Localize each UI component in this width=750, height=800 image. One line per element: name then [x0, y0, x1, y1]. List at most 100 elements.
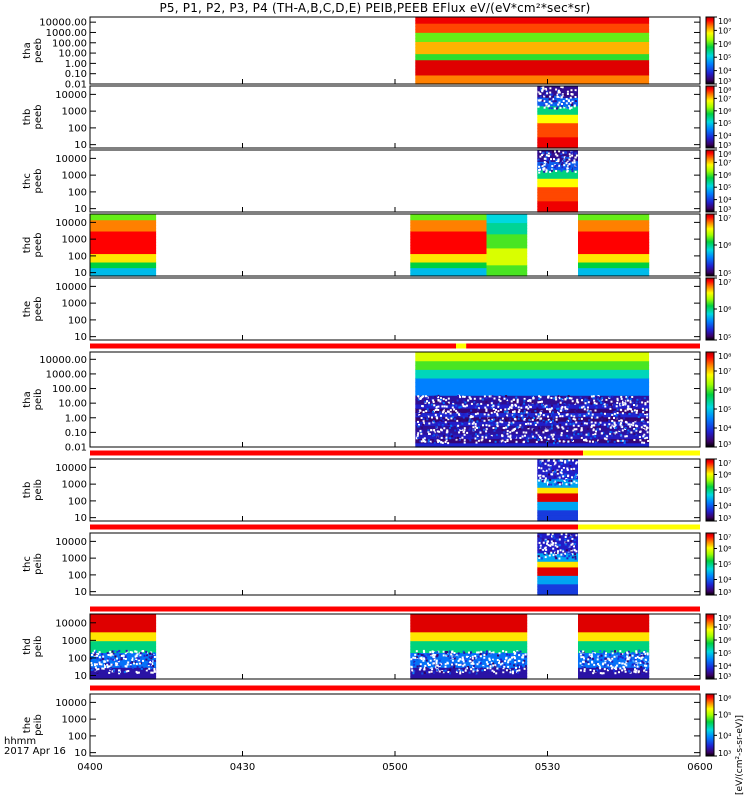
flux-speckle — [614, 672, 617, 675]
flux-speckle — [521, 416, 524, 419]
flux-speckle — [554, 103, 557, 106]
flux-speckle — [454, 400, 457, 403]
flux-speckle — [425, 659, 428, 662]
flux-band — [415, 382, 650, 388]
flux-speckle — [621, 652, 624, 655]
flux-speckle — [574, 557, 577, 560]
flux-speckle — [599, 650, 602, 652]
flux-speckle — [434, 413, 437, 416]
flux-speckle — [575, 164, 578, 167]
flux-speckle — [419, 657, 422, 660]
flux-speckle — [457, 427, 460, 430]
flux-speckle — [557, 395, 560, 398]
flux-speckle — [536, 407, 539, 410]
flux-speckle — [512, 410, 514, 413]
flux-speckle — [564, 156, 567, 159]
flux-band — [537, 484, 578, 488]
flux-speckle — [418, 423, 420, 426]
flux-speckle — [114, 655, 117, 658]
flux-speckle — [427, 439, 430, 442]
flux-speckle — [118, 670, 121, 673]
flux-speckle — [547, 539, 550, 542]
flux-speckle — [434, 420, 437, 423]
flux-speckle — [549, 87, 552, 90]
flux-speckle — [545, 405, 548, 408]
flux-speckle — [496, 659, 499, 661]
flux-speckle — [568, 479, 571, 482]
flux-speckle — [614, 424, 617, 427]
flux-speckle — [531, 401, 534, 403]
flux-speckle — [456, 425, 458, 428]
flux-speckle — [477, 433, 480, 436]
flux-band — [486, 261, 528, 266]
flux-speckle — [573, 159, 576, 162]
flux-speckle — [547, 396, 550, 399]
flux-speckle — [504, 419, 507, 422]
flux-speckle — [630, 665, 633, 668]
flux-speckle — [540, 87, 543, 90]
flux-speckle — [476, 412, 479, 415]
flux-speckle — [484, 658, 487, 661]
flux-speckle — [436, 666, 439, 669]
flux-speckle — [601, 672, 604, 675]
colorbar-tick-label: 10⁴ — [718, 662, 731, 671]
flux-speckle — [133, 662, 135, 665]
flux-speckle — [593, 403, 596, 406]
flux-speckle — [592, 440, 594, 443]
flux-band — [90, 270, 157, 274]
flux-speckle — [616, 399, 619, 402]
flux-band — [415, 438, 650, 444]
flux-speckle — [566, 396, 569, 399]
flux-speckle — [153, 659, 156, 662]
flux-speckle — [460, 427, 463, 430]
flux-speckle — [430, 656, 433, 659]
flux-speckle — [463, 651, 466, 654]
flux-speckle — [447, 442, 450, 445]
flux-speckle — [477, 426, 480, 429]
flux-speckle — [595, 670, 597, 673]
flux-speckle — [620, 397, 623, 400]
flux-speckle — [472, 663, 475, 665]
flux-speckle — [630, 431, 633, 434]
flux-speckle — [509, 406, 511, 409]
flux-speckle — [580, 656, 583, 659]
flux-speckle — [573, 545, 575, 548]
flux-speckle — [475, 433, 477, 436]
flux-speckle — [545, 420, 548, 423]
flux-band — [486, 245, 528, 249]
flux-speckle — [626, 432, 629, 435]
flux-speckle — [572, 422, 575, 425]
flux-speckle — [626, 658, 629, 661]
flux-speckle — [566, 461, 569, 464]
flux-speckle — [434, 663, 437, 666]
flux-speckle — [608, 423, 611, 426]
flux-speckle — [502, 671, 505, 674]
flux-speckle — [454, 413, 457, 416]
flux-speckle — [410, 665, 413, 668]
flux-speckle — [436, 430, 439, 433]
flux-speckle — [565, 533, 568, 536]
flux-speckle — [474, 671, 477, 674]
flux-band — [90, 264, 157, 269]
flux-speckle — [611, 430, 614, 433]
flux-speckle — [510, 400, 513, 403]
flux-speckle — [583, 670, 586, 673]
flux-speckle — [539, 150, 542, 153]
flux-band — [410, 640, 528, 645]
y-tick-label: 1000 — [62, 480, 87, 491]
flux-speckle — [575, 160, 578, 163]
flux-speckle — [444, 436, 446, 438]
colorbar-tick-label: 10³ — [718, 205, 731, 214]
flux-speckle — [509, 418, 512, 421]
flux-speckle — [486, 663, 489, 665]
flux-speckle — [606, 669, 609, 672]
flux-speckle — [603, 664, 606, 667]
flux-band — [90, 661, 157, 665]
flux-speckle — [471, 422, 474, 425]
flux-speckle — [125, 654, 128, 657]
flux-speckle — [91, 668, 94, 671]
flux-speckle — [567, 106, 570, 109]
colorbar-tick-label: 10⁸ — [718, 17, 731, 26]
flux-speckle — [570, 540, 573, 543]
